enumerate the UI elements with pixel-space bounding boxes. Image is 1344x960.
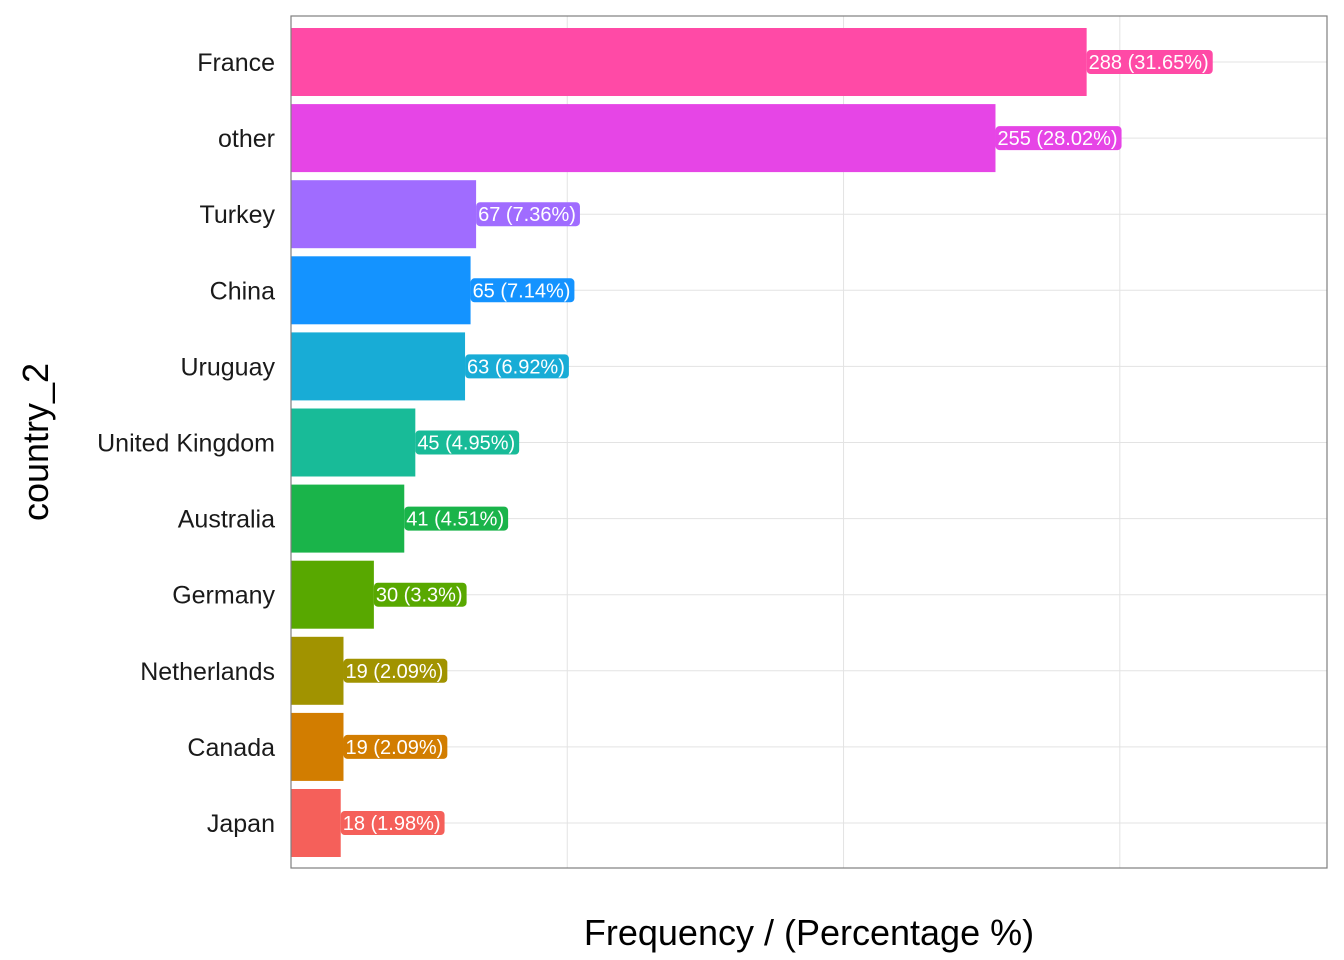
bar	[291, 256, 471, 325]
bar-labels-layer: 288 (31.65%) 255 (28.02%) 67 (7.36%) 65 (7.…	[340, 50, 1213, 835]
bar-label: 18 (1.98%)	[340, 811, 445, 835]
bar-label-text: 67 (7.36%)	[478, 204, 576, 226]
bar-label-text: 63 (6.92%)	[467, 356, 565, 378]
bar-label: 288 (31.65%)	[1086, 50, 1213, 74]
bar	[291, 789, 341, 857]
bar	[291, 408, 416, 477]
y-tick-label: France	[197, 49, 275, 77]
bar-label-text: 19 (2.09%)	[345, 661, 443, 683]
bar-label: 67 (7.36%)	[476, 202, 580, 227]
bar-label-box	[343, 734, 448, 759]
y-tick-label: Canada	[187, 734, 275, 762]
bar-label-box	[476, 202, 580, 227]
bars-layer	[291, 28, 1087, 857]
bar-label-box	[340, 811, 445, 835]
bar-label-text: 45 (4.95%)	[417, 433, 515, 455]
y-tick-label: other	[218, 125, 275, 153]
y-tick-label: United Kingdom	[97, 430, 275, 458]
bar-label-box	[415, 430, 520, 455]
y-tick-label: Germany	[172, 582, 275, 610]
y-tick-label: Uruguay	[181, 353, 276, 381]
y-tick-label: Australia	[178, 506, 275, 534]
bar-label-box	[404, 506, 509, 531]
bar	[291, 560, 374, 629]
bar	[291, 484, 405, 553]
bar	[291, 636, 344, 705]
bar-label-text: 41 (4.51%)	[406, 509, 504, 531]
y-tick-label: Turkey	[200, 201, 276, 229]
bar-label-text: 30 (3.3%)	[376, 585, 463, 607]
bar	[291, 180, 477, 249]
bar-label-text: 288 (31.65%)	[1089, 52, 1209, 74]
bar-label-box	[465, 354, 569, 379]
y-tick-labels: France other Turkey China Uruguay United King…	[97, 49, 275, 838]
plot-border	[290, 15, 1328, 869]
bar-label: 45 (4.95%)	[415, 430, 520, 455]
bar-label: 19 (2.09%)	[343, 658, 448, 683]
y-tick-label: China	[210, 277, 275, 305]
bar-label-text: 19 (2.09%)	[345, 737, 443, 759]
bar-label-text: 18 (1.98%)	[343, 813, 441, 835]
bar-label-box	[470, 278, 575, 303]
bar-label-box	[995, 126, 1122, 151]
bar-label-text: 65 (7.14%)	[473, 280, 571, 302]
bar-label: 19 (2.09%)	[343, 734, 448, 759]
bar-label-box	[373, 582, 467, 607]
bar-label: 255 (28.02%)	[995, 126, 1122, 151]
bar	[291, 28, 1087, 96]
bar-label: 65 (7.14%)	[470, 278, 575, 303]
bar-label-box	[1086, 50, 1213, 74]
bar-label-box	[343, 658, 448, 683]
bar-label-text: 255 (28.02%)	[997, 128, 1117, 150]
bar	[291, 332, 466, 401]
bar-label: 63 (6.92%)	[465, 354, 569, 379]
bar-label: 41 (4.51%)	[404, 506, 509, 531]
bar	[291, 712, 344, 781]
y-axis-title: country_2	[15, 363, 56, 521]
y-tick-label: Japan	[207, 810, 275, 838]
x-axis-title: Frequency / (Percentage %)	[584, 912, 1034, 953]
bar-label: 30 (3.3%)	[373, 582, 467, 607]
y-tick-label: Netherlands	[140, 658, 275, 686]
bar	[291, 104, 996, 173]
